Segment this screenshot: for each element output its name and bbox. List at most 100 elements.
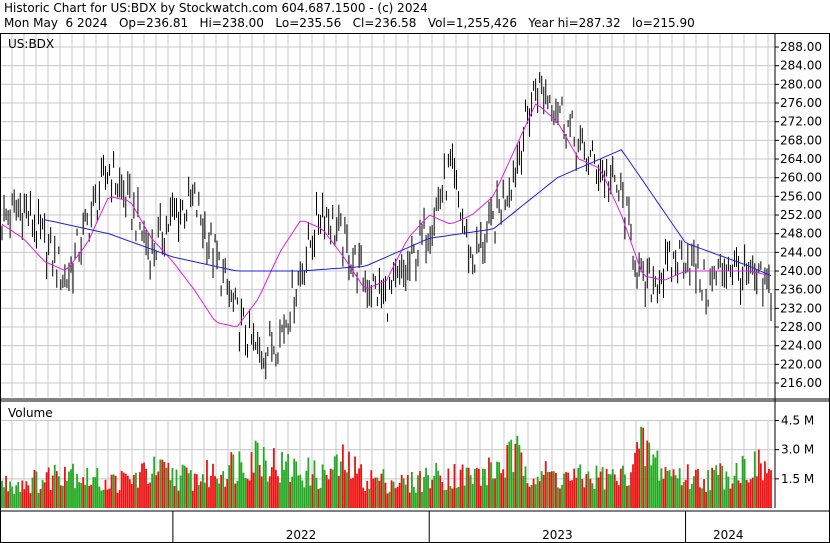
volume-bar	[303, 487, 306, 508]
moving-average-lines	[1, 103, 772, 327]
volume-bar	[761, 480, 764, 508]
volume-bar	[664, 467, 667, 508]
volume-bar	[151, 473, 154, 508]
volume-bar	[607, 474, 610, 508]
volume-bar	[520, 452, 523, 508]
volume-bar	[222, 471, 225, 508]
volume-bar	[518, 445, 521, 508]
volume-bar	[536, 476, 539, 508]
volume-bar	[5, 476, 7, 508]
volume-bar	[268, 476, 271, 508]
volume-bar	[277, 476, 279, 508]
volume-bar	[327, 479, 330, 508]
volume-bar	[626, 485, 628, 508]
volume-bar	[417, 475, 419, 508]
volume-bar	[605, 468, 608, 508]
volume-bar	[331, 469, 334, 508]
volume-bar	[451, 488, 454, 508]
volume-tick-label: 3.0 M	[781, 443, 814, 457]
volume-bar	[173, 486, 176, 508]
volume-bar	[550, 471, 553, 508]
volume-bar	[571, 480, 574, 508]
volume-bar	[727, 476, 730, 508]
volume-tick-label: 1.5 M	[781, 472, 814, 486]
volume-bar	[220, 474, 223, 508]
volume-bar	[465, 467, 468, 508]
y-tick-label: 288.00	[780, 40, 822, 54]
volume-bar	[603, 489, 606, 508]
volume-bar	[652, 454, 655, 508]
volume-bar	[114, 475, 117, 508]
volume-bar	[508, 441, 511, 508]
volume-bar	[701, 488, 703, 508]
y-tick-label: 220.00	[780, 357, 822, 371]
volume-bar	[197, 484, 200, 508]
volume-bar	[289, 481, 292, 508]
volume-bar	[648, 442, 651, 508]
volume-bar	[374, 477, 377, 508]
volume-bar	[228, 465, 231, 508]
y-tick-label: 224.00	[780, 339, 822, 353]
volume-bar	[242, 472, 245, 508]
volume-bar	[481, 468, 484, 508]
volume-bar	[768, 468, 770, 508]
volume-bar	[516, 435, 519, 508]
volume-bar	[61, 485, 64, 508]
volume-bar	[733, 475, 736, 508]
volume-bar	[557, 487, 559, 508]
volume-bar	[630, 472, 632, 508]
volume-tick-label: 4.5 M	[781, 413, 814, 427]
volume-bar	[646, 440, 649, 508]
volume-bar	[321, 464, 324, 508]
volume-bar	[230, 452, 233, 508]
volume-bar	[469, 475, 472, 508]
volume-bar	[118, 490, 121, 508]
x-year-label: 2023	[542, 528, 573, 542]
volume-bar	[171, 467, 174, 508]
volume-bar	[672, 469, 675, 508]
quote-stats-line: Mon May 6 2024 Op=236.81 Hi=238.00 Lo=23…	[4, 16, 695, 30]
volume-bar	[534, 484, 537, 508]
volume-bar	[542, 474, 545, 508]
volume-bar	[559, 488, 561, 508]
volume-bar	[185, 467, 188, 508]
y-tick-label: 276.00	[780, 96, 822, 110]
volume-bar	[392, 481, 395, 508]
volume-bar	[544, 461, 547, 508]
volume-bar	[181, 464, 184, 508]
volume-bar	[311, 474, 314, 508]
volume-bar	[512, 472, 515, 508]
volume-bar	[139, 472, 141, 508]
volume-bar	[632, 464, 634, 508]
volume-bar	[453, 464, 456, 508]
volume-bar	[581, 479, 584, 508]
volume-bar	[206, 459, 208, 508]
volume-bar	[132, 475, 135, 508]
volume-bar	[3, 487, 5, 508]
volume-bar	[293, 458, 296, 508]
volume-bar	[356, 473, 358, 508]
volume-bar	[437, 470, 440, 508]
volume-bar	[699, 487, 701, 508]
volume-bar	[555, 472, 557, 508]
volume-bar	[690, 483, 693, 508]
volume-bar	[532, 478, 535, 508]
volume-bar	[100, 490, 103, 508]
volume-bar	[175, 469, 178, 508]
volume-bar	[475, 467, 478, 508]
volume-bar	[408, 492, 411, 508]
volume-bar	[705, 492, 707, 508]
volume-bar	[193, 473, 196, 508]
volume-bar	[7, 491, 9, 508]
volume-bar	[461, 464, 464, 508]
volume-bar	[116, 492, 119, 508]
volume-bar	[688, 489, 691, 508]
volume-bar	[743, 459, 746, 508]
volume-bar	[189, 470, 192, 508]
volume-bar	[248, 480, 251, 508]
volume-bar	[78, 482, 81, 508]
volume-bar	[325, 475, 328, 508]
volume-bar	[319, 487, 322, 508]
volume-bar	[350, 478, 352, 508]
